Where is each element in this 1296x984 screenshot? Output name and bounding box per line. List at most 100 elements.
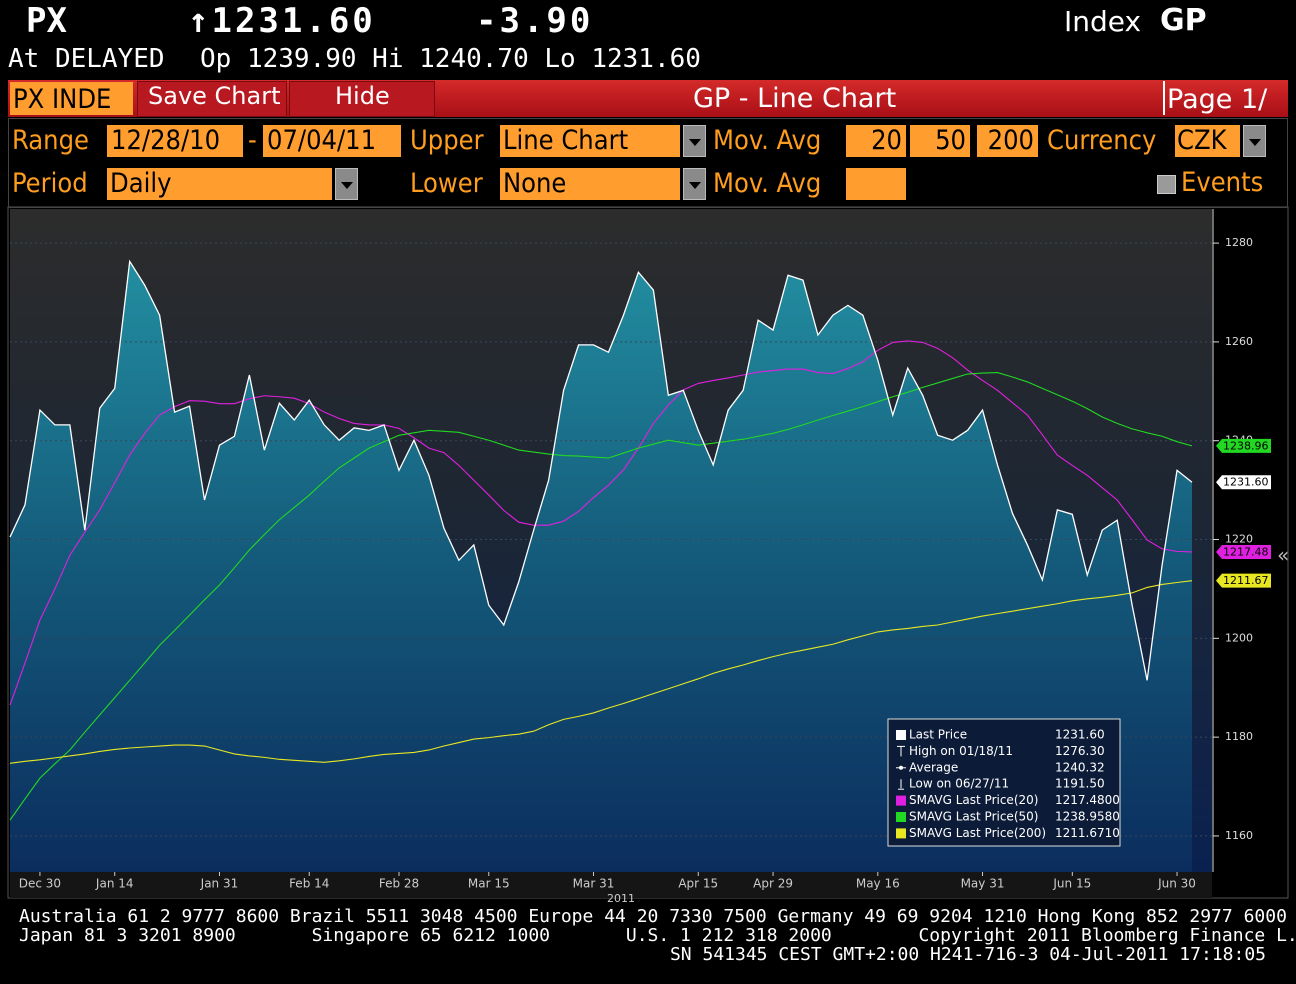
lower-value[interactable]: None bbox=[503, 168, 567, 199]
currency[interactable]: CZK bbox=[1177, 125, 1227, 156]
start-date[interactable]: 12/28/10 bbox=[111, 125, 221, 156]
start-box[interactable] bbox=[107, 125, 243, 157]
legend-box bbox=[887, 718, 1121, 847]
net-change: -3.90 bbox=[476, 1, 594, 41]
last-value-label: 1231.60 bbox=[1223, 476, 1269, 489]
page-indicator[interactable]: Page 1/ bbox=[1167, 84, 1268, 115]
last-value-tag bbox=[1216, 573, 1271, 588]
range-label: Range bbox=[12, 125, 89, 156]
moving-average-line bbox=[9, 371, 1193, 821]
currency-box[interactable] bbox=[1175, 125, 1240, 157]
mavg-label: Mov. Avg bbox=[713, 125, 822, 156]
quote: Op 1239.90 Hi 1240.70 Lo 1231.60 bbox=[200, 44, 701, 74]
legend-label: Low on 06/27/11 bbox=[909, 777, 1009, 791]
last-value-tag bbox=[1216, 544, 1271, 559]
save-label[interactable]: Save Chart bbox=[148, 82, 281, 110]
moving-average-line bbox=[9, 580, 1193, 764]
legend-swatch bbox=[896, 828, 906, 839]
y-tick-label: 1180 bbox=[1225, 730, 1253, 743]
mavg-box[interactable] bbox=[846, 125, 906, 157]
x-tick-label: May 31 bbox=[961, 877, 1005, 891]
x-tick-label: Jan 14 bbox=[95, 877, 134, 891]
last-value-label: 1238.96 bbox=[1223, 439, 1269, 452]
x-tick-label: Apr 29 bbox=[753, 877, 793, 891]
footer-line: SN 541345 CEST GMT+2:00 H241-716-3 04-Ju… bbox=[669, 944, 1266, 965]
legend-label: SMAVG Last Price(20) bbox=[909, 793, 1038, 807]
y-tick-label: 1260 bbox=[1225, 335, 1253, 348]
footer-line: Japan 81 3 3201 8900 Singapore 65 6212 1… bbox=[19, 925, 1296, 946]
x-tick-label: Dec 30 bbox=[19, 877, 61, 891]
x-tick-label: Mar 15 bbox=[468, 877, 510, 891]
x-tick-label: Jun 30 bbox=[1157, 877, 1196, 891]
upper-value[interactable]: Line Chart bbox=[503, 125, 629, 156]
upper-label: Upper bbox=[410, 125, 484, 156]
end-date[interactable]: 07/04/11 bbox=[267, 125, 377, 156]
period-box[interactable] bbox=[107, 168, 332, 200]
legend-value: 1217.4800 bbox=[1055, 793, 1120, 807]
year-label: 2011 bbox=[607, 892, 635, 905]
legend-label: Average bbox=[909, 760, 958, 774]
y-tick-label: 1200 bbox=[1225, 631, 1253, 644]
last-value-tag bbox=[1216, 475, 1271, 490]
end-box[interactable] bbox=[263, 125, 401, 157]
last-value-label: 1211.67 bbox=[1223, 574, 1269, 587]
x-tick-label: Apr 15 bbox=[678, 877, 718, 891]
lower-box[interactable] bbox=[500, 168, 680, 200]
events-checkbox[interactable] bbox=[1157, 175, 1176, 194]
price-line bbox=[9, 259, 1193, 681]
hide-button[interactable] bbox=[289, 81, 435, 117]
mavg-box[interactable] bbox=[910, 125, 970, 157]
y-tick-label: 1220 bbox=[1225, 533, 1253, 546]
mavg-2[interactable]: 50 bbox=[935, 125, 966, 156]
dropdown-arrow[interactable] bbox=[683, 168, 706, 200]
legend-label: SMAVG Last Price(50) bbox=[909, 810, 1038, 824]
legend-label: SMAVG Last Price(200) bbox=[909, 826, 1046, 840]
legend-swatch bbox=[896, 795, 906, 806]
security-type: Index bbox=[1064, 5, 1142, 38]
legend-value: 1276.30 bbox=[1055, 744, 1105, 758]
mavg-1[interactable]: 20 bbox=[871, 125, 902, 156]
sidebar-toggle[interactable]: « bbox=[1277, 543, 1290, 567]
legend-value: 1191.50 bbox=[1055, 777, 1105, 791]
y-tick-label: 1160 bbox=[1225, 829, 1253, 842]
mavg-lower-box[interactable] bbox=[846, 168, 906, 200]
legend-value: 1231.60 bbox=[1055, 728, 1105, 742]
last-price: ↑1231.60 bbox=[188, 1, 376, 41]
security-box[interactable] bbox=[10, 82, 133, 115]
hide-label[interactable]: Hide bbox=[335, 82, 390, 110]
mavg-box[interactable] bbox=[977, 125, 1038, 157]
mavg-3[interactable]: 200 bbox=[987, 125, 1034, 156]
function-code: GP bbox=[1160, 3, 1207, 38]
last-value-label: 1217.48 bbox=[1223, 545, 1269, 558]
x-tick-label: Jun 15 bbox=[1052, 877, 1091, 891]
x-tick-label: Feb 14 bbox=[289, 877, 329, 891]
ticker: PX bbox=[26, 1, 67, 41]
period[interactable]: Daily bbox=[110, 168, 172, 199]
x-tick-label: Feb 28 bbox=[379, 877, 419, 891]
legend-value: 1211.6710 bbox=[1055, 826, 1120, 840]
period-label: Period bbox=[12, 168, 88, 199]
dropdown-arrow[interactable] bbox=[683, 125, 706, 157]
legend-swatch bbox=[896, 730, 906, 740]
dropdown-arrow[interactable] bbox=[335, 168, 358, 200]
upper-box[interactable] bbox=[500, 125, 680, 157]
x-tick-label: Mar 31 bbox=[573, 877, 615, 891]
y-tick-label: 1280 bbox=[1225, 236, 1253, 249]
controls-panel bbox=[8, 118, 1288, 208]
moving-average-line bbox=[9, 340, 1193, 706]
mavg-lower-label: Mov. Avg bbox=[713, 168, 822, 199]
events-label[interactable]: Events bbox=[1181, 167, 1264, 198]
dropdown-arrow[interactable] bbox=[1243, 125, 1266, 157]
legend-swatch bbox=[896, 812, 906, 822]
range-dash: - bbox=[248, 125, 257, 156]
legend-label: Last Price bbox=[909, 728, 967, 742]
legend-icon bbox=[899, 765, 903, 770]
x-tick-label: May 16 bbox=[856, 877, 900, 891]
save-button[interactable] bbox=[137, 81, 287, 117]
security[interactable]: PX INDE bbox=[13, 84, 112, 115]
last-value-tag bbox=[1216, 438, 1271, 453]
legend-value: 1240.32 bbox=[1055, 760, 1105, 774]
legend-label: High on 01/18/11 bbox=[909, 744, 1013, 758]
currency-label: Currency bbox=[1047, 125, 1157, 156]
